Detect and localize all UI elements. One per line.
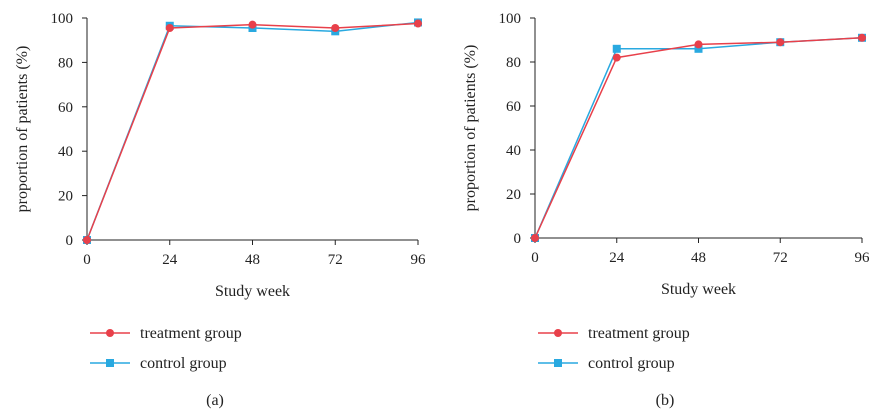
treatment-data-point (165, 23, 174, 32)
x-tick-label: 48 (691, 250, 706, 266)
y-tick-label: 100 (51, 11, 74, 27)
y-tick-label: 100 (499, 11, 522, 27)
x-tick-label: 48 (245, 252, 260, 268)
legend-label: control group (140, 355, 227, 372)
treatment-data-point (694, 40, 703, 49)
x-tick-label: 24 (609, 250, 625, 266)
x-tick-label: 0 (531, 250, 539, 266)
legend-marker (106, 329, 114, 337)
y-tick-label: 0 (514, 231, 522, 247)
x-tick-label: 24 (162, 252, 178, 268)
y-axis-title: proportion of patients (%) (462, 45, 479, 212)
panel-label: (a) (206, 392, 224, 409)
legend-label: control group (588, 355, 675, 372)
x-tick-label: 0 (83, 252, 91, 268)
control-series-line (534, 37, 863, 239)
treatment-series-line (86, 22, 419, 241)
y-tick-label: 20 (506, 187, 521, 203)
legend-marker (106, 359, 114, 367)
x-tick-label: 72 (773, 250, 788, 266)
y-tick-label: 80 (506, 55, 521, 71)
treatment-data-point (612, 53, 621, 62)
y-tick-label: 40 (58, 144, 73, 160)
x-tick-label: 96 (855, 250, 871, 266)
chart-panel-a: 0 20 40 60 80 100 0 24 48 72 96 Study week proportio… (14, 11, 426, 409)
treatment-data-point (414, 19, 422, 28)
legend-marker (554, 329, 562, 337)
treatment-data-point (858, 33, 866, 42)
y-tick-label: 60 (58, 100, 73, 116)
legend-entry-treatment: treatment group (538, 325, 690, 342)
panel-label: (b) (656, 392, 675, 409)
legend-entry-treatment: treatment group (90, 325, 242, 342)
control-data-point (694, 44, 703, 53)
treatment-data-point (531, 234, 539, 242)
y-tick-label: 80 (58, 55, 73, 71)
control-series-line (86, 21, 419, 241)
y-axis-title: proportion of patients (%) (14, 46, 31, 213)
x-tick-label: 72 (328, 252, 343, 268)
treatment-data-point (776, 38, 785, 47)
y-tick-label: 0 (66, 233, 74, 249)
y-tick-label: 20 (58, 189, 73, 205)
x-axis-title: Study week (661, 281, 736, 298)
legend-label: treatment group (140, 325, 242, 342)
legend-entry-control: control group (538, 355, 675, 372)
treatment-data-point (248, 20, 257, 29)
legend-marker (554, 359, 562, 367)
x-tick-label: 96 (411, 252, 427, 268)
legend-label: treatment group (588, 325, 690, 342)
y-tick-label: 40 (506, 143, 521, 159)
x-axis-title: Study week (215, 283, 290, 300)
y-tick-label: 60 (506, 99, 521, 115)
treatment-data-point (331, 23, 340, 32)
control-data-point (612, 44, 621, 53)
chart-panel-b: 0 20 40 60 80 100 0 24 48 72 96 Study week proportio… (462, 11, 870, 409)
treatment-data-point (83, 236, 91, 244)
legend-entry-control: control group (90, 355, 227, 372)
treatment-series-line (534, 37, 863, 239)
